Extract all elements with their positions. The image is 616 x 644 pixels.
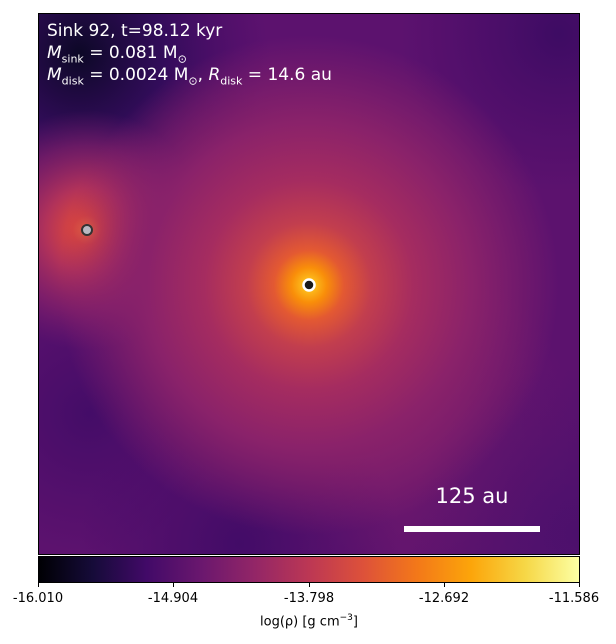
sink-mass-line: Msink = 0.081 M⊙	[47, 43, 187, 66]
colorbar	[38, 556, 580, 583]
colorbar-tick	[309, 583, 310, 587]
disk-properties-line: Mdisk = 0.0024 M⊙, Rdisk = 14.6 au	[47, 65, 332, 88]
colorbar-tick	[579, 583, 580, 587]
colorbar-tick-label: -11.586	[548, 591, 600, 606]
colorbar-label: log(ρ) [g cm−3]	[260, 613, 358, 630]
colorbar-tick-label: -16.010	[12, 591, 64, 606]
scale-bar-label: 125 au	[435, 484, 509, 508]
secondary-sink-marker	[81, 224, 93, 236]
colorbar-tick-label: -14.904	[147, 591, 199, 606]
scale-bar	[404, 526, 540, 532]
sink-title: Sink 92, t=98.12 kyr	[47, 21, 223, 41]
density-map	[38, 13, 580, 555]
density-field	[39, 14, 579, 554]
primary-sink-marker	[302, 278, 316, 292]
colorbar-tick-label: -12.692	[418, 591, 470, 606]
colorbar-tick-label: -13.798	[283, 591, 335, 606]
colorbar-tick	[444, 583, 445, 587]
colorbar-tick	[173, 583, 174, 587]
colorbar-tick	[38, 583, 39, 587]
